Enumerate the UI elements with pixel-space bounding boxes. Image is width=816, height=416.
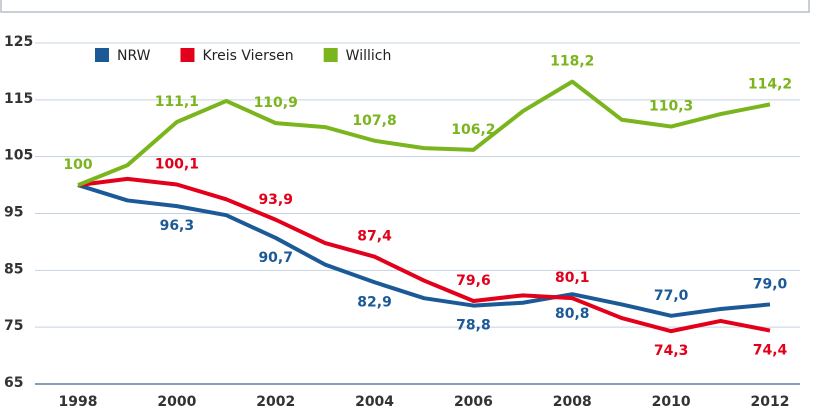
- y-tick-label: 115: [4, 91, 33, 107]
- data-label: 100,1: [155, 157, 199, 173]
- legend-label: Willich: [346, 48, 392, 64]
- data-label: 77,0: [654, 288, 689, 304]
- data-label: 79,0: [753, 276, 788, 292]
- x-tick-label: 2008: [553, 394, 592, 410]
- x-tick-label: 2004: [355, 394, 394, 410]
- data-label: 87,4: [357, 229, 392, 245]
- data-label: 80,8: [555, 306, 590, 322]
- data-label: 110,3: [649, 99, 693, 115]
- data-label: 106,2: [451, 122, 495, 138]
- x-tick-label: 2010: [652, 394, 691, 410]
- x-tick-label: 2006: [454, 394, 493, 410]
- line: [77, 79, 771, 187]
- x-tick-label: 1998: [59, 394, 98, 410]
- data-label: 93,9: [258, 192, 293, 208]
- data-label: 80,1: [555, 270, 590, 286]
- y-tick-label: 125: [4, 34, 33, 50]
- y-tick-label: 85: [4, 261, 23, 277]
- legend-label: NRW: [117, 48, 151, 64]
- data-label: 100: [63, 157, 92, 173]
- data-label: 74,3: [654, 343, 689, 359]
- x-tick-label: 2002: [256, 394, 295, 410]
- legend-swatch: [95, 48, 109, 62]
- x-tick-label: 2012: [751, 394, 790, 410]
- line: [77, 176, 771, 334]
- legend-swatch: [180, 48, 195, 62]
- data-label: 82,9: [357, 294, 392, 310]
- data-label: 107,8: [352, 113, 396, 129]
- data-label: 114,2: [748, 76, 792, 92]
- data-label: 111,1: [155, 94, 199, 110]
- header-box: [0, 0, 810, 13]
- y-tick-label: 65: [4, 375, 23, 391]
- x-tick-label: 2000: [157, 394, 196, 410]
- y-tick-label: 105: [4, 148, 33, 164]
- data-label: 78,8: [456, 318, 491, 334]
- data-label: 110,9: [254, 95, 298, 111]
- data-label: 74,4: [753, 343, 788, 359]
- data-label: 90,7: [258, 250, 293, 266]
- y-tick-label: 75: [4, 318, 23, 334]
- legend-label: Kreis Viersen: [202, 48, 293, 64]
- data-label: 96,3: [160, 218, 195, 234]
- line: [77, 183, 771, 318]
- data-label: 79,6: [456, 273, 491, 289]
- data-label: 118,2: [550, 54, 594, 70]
- legend-swatch: [323, 48, 338, 62]
- y-tick-label: 95: [4, 205, 23, 221]
